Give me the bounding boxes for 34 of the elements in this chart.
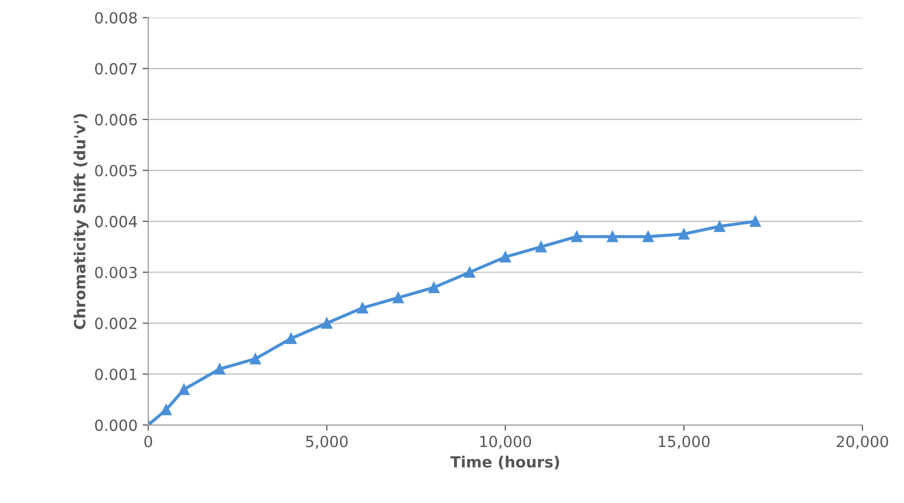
point	[250, 353, 261, 364]
point	[500, 251, 511, 263]
point	[178, 384, 190, 395]
point	[286, 332, 297, 344]
y-tick-label: 0.007	[95, 63, 137, 75]
point	[464, 266, 476, 278]
x-tick-label: 5,000	[306, 436, 348, 449]
point	[321, 318, 332, 329]
point	[714, 220, 726, 232]
point	[571, 231, 582, 242]
point	[750, 216, 761, 227]
point	[214, 363, 226, 375]
x-tick-label: 0	[144, 436, 152, 448]
y-tick-label: 0.001	[95, 368, 136, 380]
point	[606, 231, 618, 242]
x-tick-label: 15,000	[658, 436, 710, 449]
y-tick-label: 0.004	[95, 216, 137, 228]
point	[392, 292, 404, 304]
point	[356, 302, 368, 314]
y-tick-label: 0.005	[95, 164, 137, 176]
y-tick-label: 0.006	[95, 114, 137, 126]
y-tick-label: 0.000	[95, 420, 137, 432]
point	[535, 241, 547, 252]
y-tick-label: 0.002	[95, 318, 136, 330]
x-tick-label: 10,000	[480, 436, 532, 449]
point	[428, 282, 440, 294]
point	[642, 231, 654, 242]
x-tick-label: 20,000	[836, 436, 888, 449]
x-axis-title: Time (hours)	[450, 456, 560, 470]
point	[160, 404, 172, 416]
y-tick-label: 0.008	[95, 12, 137, 24]
y-axis-title: Chromaticity Shift (du'v')	[74, 114, 89, 330]
point	[678, 228, 690, 240]
y-tick-label: 0.003	[95, 266, 137, 278]
